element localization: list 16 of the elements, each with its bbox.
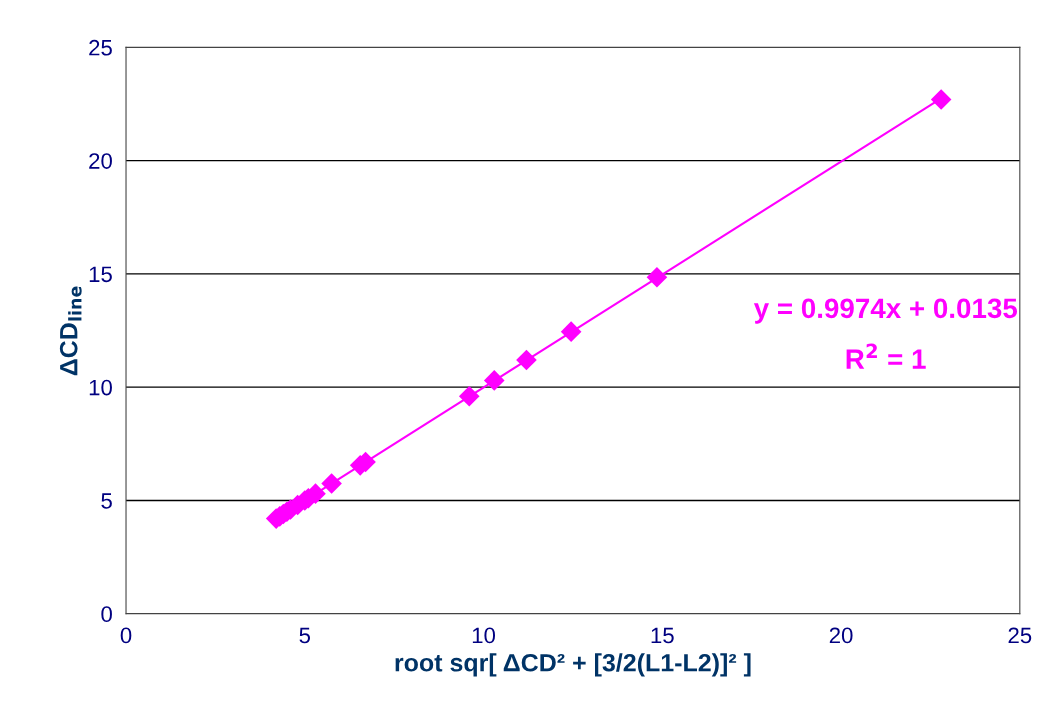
y-tick-label: 25 [89, 39, 112, 56]
y-axis-title: ΔCD$_{line}$ [59, 286, 82, 376]
y-tick-label: 20 [89, 153, 112, 169]
x-tick-label: 5 [299, 627, 311, 644]
x-tick-label: 25 [1008, 627, 1032, 644]
annotation: R$^{2}$ = 1 [846, 343, 926, 369]
y-tick-label: 0 [101, 606, 112, 623]
x-tick-label: 0 [120, 627, 132, 644]
x-tick-label: 20 [829, 627, 853, 644]
x-tick-label: 15 [651, 627, 674, 644]
y-tick-label: 5 [101, 493, 112, 509]
x-tick-label: 10 [472, 627, 496, 644]
y-tick-label: 15 [89, 266, 112, 283]
x-axis-title: root sqr[ ΔCD² + [3/2(L1-L2)]² ] [395, 653, 751, 677]
annotation: y = 0.9974x + 0.0135 [753, 298, 1018, 324]
y-tick-label: 10 [89, 379, 112, 396]
